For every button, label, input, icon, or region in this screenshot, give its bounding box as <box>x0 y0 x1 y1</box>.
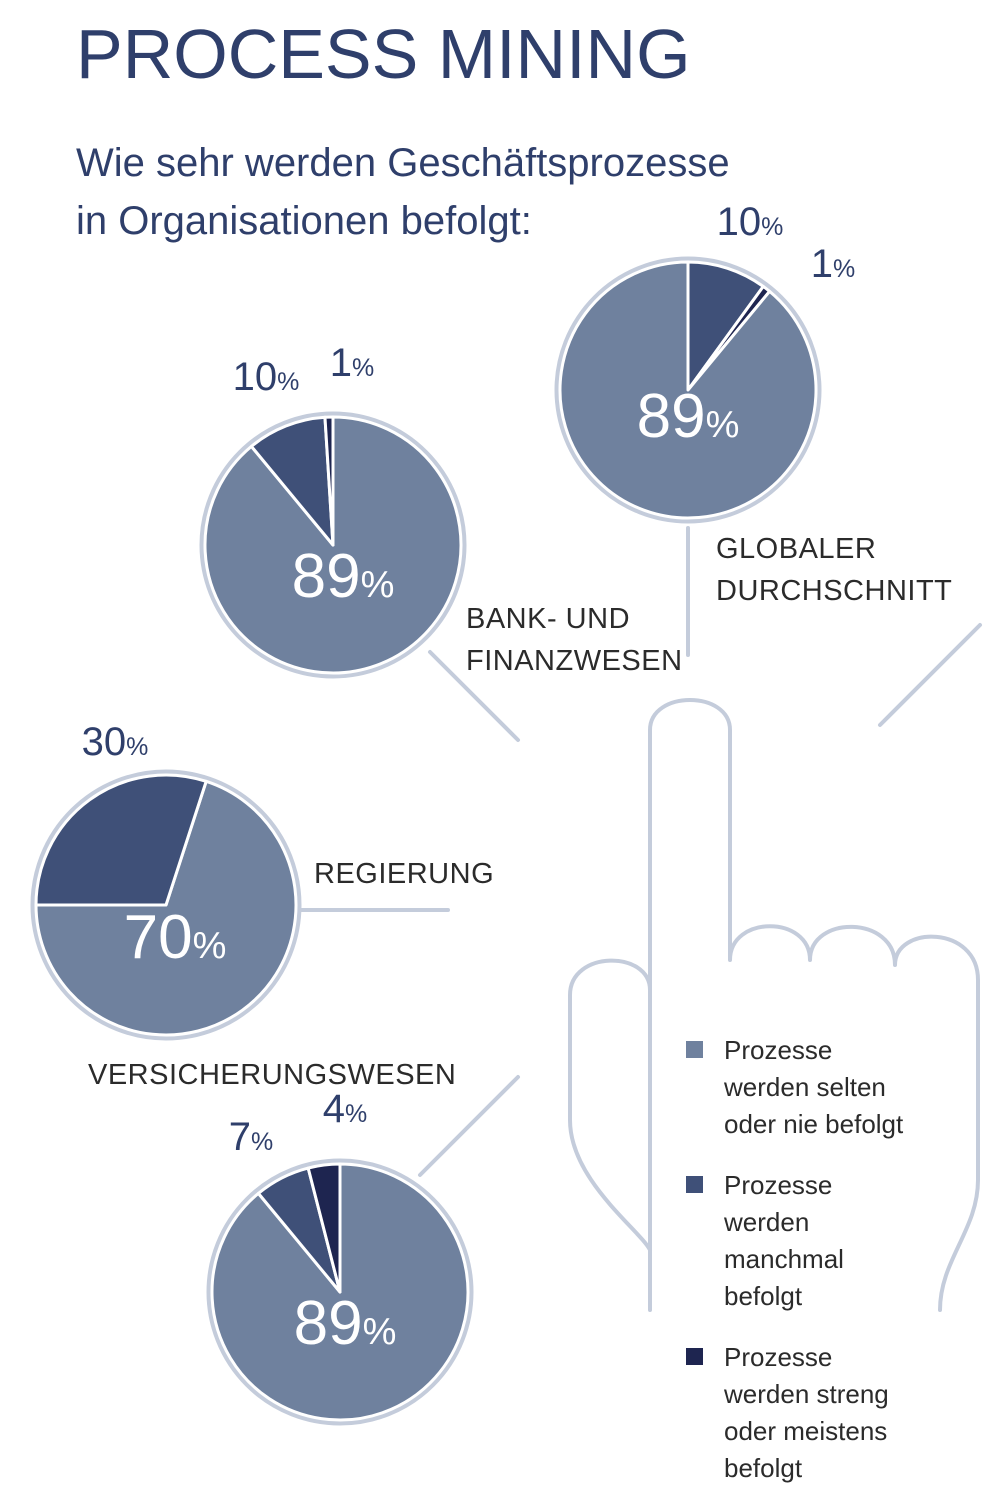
pie-slice <box>34 773 208 907</box>
legend: Prozesse werden selten oder nie befolgt … <box>686 1032 986 1506</box>
pointing-hand-icon <box>568 698 980 1312</box>
chart-title-bank: BANK- UND FINANZWESEN <box>466 598 683 682</box>
legend-label: Prozesse werden selten oder nie befolgt <box>724 1032 986 1143</box>
percent-label: 70% <box>124 903 227 972</box>
legend-line: befolgt <box>724 1281 803 1311</box>
percent-label: 10% <box>717 200 784 244</box>
percent-labels: 89% 10% 1% 89% 10% 1% 70% 30% 89% 7% 4% <box>82 200 856 1358</box>
chart-title-line: BANK- UND <box>466 603 631 635</box>
subtitle-line-1: Wie sehr werden Geschäftsprozesse <box>76 141 730 185</box>
pie-slice <box>323 415 335 547</box>
pie-slice <box>558 260 818 520</box>
legend-label: Prozesse werden streng oder meistens bef… <box>724 1339 986 1487</box>
legend-line: werden <box>724 1207 810 1237</box>
connector-line <box>878 623 982 727</box>
connector-line <box>428 650 520 742</box>
legend-swatch-streng <box>686 1348 703 1365</box>
pie-outline <box>206 1158 474 1426</box>
legend-label: Prozesse werden manchmal befolgt <box>724 1167 986 1315</box>
percent-label: 10% <box>233 355 300 399</box>
pie-slice <box>686 260 765 392</box>
chart-title-line: REGIERUNG <box>314 858 495 890</box>
pie-slice <box>249 415 335 547</box>
legend-line: oder meistens <box>724 1416 888 1446</box>
percent-label: 89% <box>637 382 740 451</box>
connector-line <box>418 1075 520 1177</box>
pie-charts <box>30 256 822 1426</box>
legend-item-manchmal: Prozesse werden manchmal befolgt <box>686 1167 986 1315</box>
pie-chart-0 <box>554 256 822 524</box>
connector-lines <box>298 526 982 1177</box>
chart-title-line: FINANZWESEN <box>466 645 683 677</box>
pie-slice <box>34 779 298 1037</box>
chart-title-line: VERSICHERUNGSWESEN <box>88 1059 457 1091</box>
legend-line: manchmal <box>724 1244 844 1274</box>
pie-outline <box>199 411 467 679</box>
pie-slice <box>306 1162 342 1294</box>
page-subtitle: Wie sehr werden Geschäftsprozesse in Org… <box>76 134 730 250</box>
chart-title-regierung: REGIERUNG <box>314 853 494 895</box>
percent-label: 89% <box>294 1289 397 1358</box>
percent-label: 30% <box>82 720 149 764</box>
pie-outline <box>30 769 302 1041</box>
legend-line: Prozesse <box>724 1035 833 1065</box>
chart-title-line: DURCHSCHNITT <box>716 575 953 607</box>
pie-outline <box>554 256 822 524</box>
legend-line: oder nie befolgt <box>724 1109 904 1139</box>
legend-swatch-manchmal <box>686 1176 703 1193</box>
subtitle-line-2: in Organisationen befolgt: <box>76 199 532 243</box>
legend-item-selten: Prozesse werden selten oder nie befolgt <box>686 1032 986 1143</box>
legend-line: Prozesse <box>724 1170 833 1200</box>
percent-label: 1% <box>330 341 374 385</box>
legend-line: Prozesse <box>724 1342 833 1372</box>
pie-chart-3 <box>206 1158 474 1426</box>
page-title: PROCESS MINING <box>76 15 691 93</box>
chart-title-versicherung: VERSICHERUNGSWESEN <box>88 1054 456 1096</box>
percent-label: 89% <box>292 542 395 611</box>
legend-line: werden streng <box>724 1379 889 1409</box>
chart-title-line: GLOBALER <box>716 533 877 565</box>
legend-line: befolgt <box>724 1453 803 1483</box>
pie-chart-1 <box>199 411 467 679</box>
legend-line: werden selten <box>724 1072 886 1102</box>
chart-title-global: GLOBALER DURCHSCHNITT <box>716 528 952 612</box>
legend-swatch-selten <box>686 1041 703 1058</box>
pie-chart-2 <box>30 769 302 1041</box>
percent-label: 7% <box>229 1115 273 1159</box>
legend-item-streng: Prozesse werden streng oder meistens bef… <box>686 1339 986 1487</box>
percent-label: 1% <box>811 242 855 286</box>
percent-label: 4% <box>323 1087 367 1131</box>
